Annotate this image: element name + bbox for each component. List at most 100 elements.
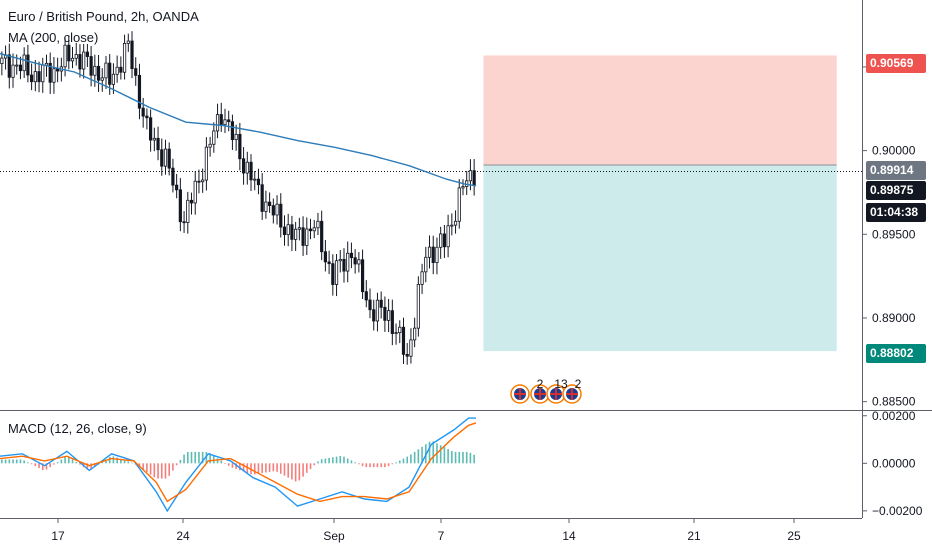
candle-body [457, 187, 461, 222]
take-profit-zone[interactable] [483, 165, 837, 352]
candle-body [93, 65, 97, 76]
candle-body [353, 257, 357, 265]
candle-body [70, 57, 75, 62]
macd-histogram-bar [454, 451, 457, 464]
candle-body [33, 71, 37, 83]
macd-histogram-bar [417, 449, 420, 464]
macd-histogram-bar [190, 451, 193, 464]
candle-body [316, 220, 320, 229]
macd-histogram-bar [67, 456, 70, 464]
candle-body [323, 251, 327, 263]
macd-histogram-bar [287, 463, 290, 478]
candle-body [238, 133, 242, 160]
candle-body [372, 309, 376, 322]
macd-histogram-bar [56, 462, 59, 464]
macd-histogram-bar [142, 463, 144, 470]
time-tick-label: 21 [687, 529, 701, 543]
candles [0, 31, 476, 365]
macd-histogram-bar [372, 463, 375, 468]
ma-legend[interactable]: MA (200, close) [8, 30, 99, 45]
macd-histogram-bar [175, 463, 178, 466]
macd-legend[interactable]: MACD (12, 26, close, 9) [8, 421, 147, 436]
macd-histogram-bar [101, 462, 104, 464]
time-axis[interactable]: 17 24 Sep 7 14 21 25 [51, 518, 801, 543]
macd-histogram-bar [38, 463, 40, 469]
macd-histogram-bar [458, 451, 461, 464]
time-tick-label: 7 [438, 529, 445, 543]
candle-body [312, 227, 316, 232]
candle-body [401, 326, 406, 355]
macd-histogram-bar [108, 456, 111, 464]
candle-body [115, 66, 119, 75]
candle-body [178, 189, 182, 223]
macd-histogram-bar [227, 463, 230, 466]
macd-histogram-bar [239, 463, 241, 471]
macd-histogram-bar [71, 459, 74, 464]
position-zones[interactable] [483, 55, 837, 352]
macd-histogram-bar [346, 458, 349, 464]
macd-histogram-bar [8, 459, 11, 464]
macd-histogram-bar [257, 463, 260, 474]
macd-histogram-bar [179, 459, 182, 464]
macd-histogram-bar [328, 457, 330, 464]
candle-body [368, 299, 372, 311]
candle-body [245, 161, 249, 174]
event-count: 2 [537, 377, 544, 391]
candle-body [249, 161, 253, 181]
candle-body [241, 158, 246, 174]
macd-axis[interactable]: 0.00200 0.00000 −0.00200 [862, 409, 923, 518]
candle-body [130, 40, 134, 70]
macd-histogram-bar [153, 463, 156, 478]
macd-histogram-bar [41, 463, 44, 470]
macd-histogram-bar [105, 459, 107, 464]
macd-histogram-bar [391, 463, 394, 465]
candle-body [364, 291, 368, 301]
macd-histogram-bar [168, 463, 171, 476]
candle-body [394, 332, 398, 335]
macd-histogram-bar [205, 451, 208, 464]
candle-body [342, 258, 346, 272]
last-price-tag: 0.89875 [866, 181, 926, 200]
candle-body [375, 299, 380, 322]
economic-events[interactable]: 2 13 2 [510, 377, 582, 404]
macd-histogram-bar [365, 463, 368, 468]
candle-body [379, 299, 383, 308]
macd-histogram-bar [272, 463, 275, 472]
macd-histogram-bar [473, 454, 475, 464]
macd-histogram-bar [291, 463, 293, 480]
macd-histogram-bar [421, 446, 423, 464]
macd-histogram-bar [157, 463, 159, 479]
candle-body [234, 133, 238, 140]
candle-body [472, 170, 476, 186]
stop-loss-zone[interactable] [483, 55, 837, 166]
macd-histogram-bar [19, 459, 22, 464]
macd-histogram-bar [198, 451, 200, 464]
candle-body [268, 201, 272, 206]
macd-histogram-bar [172, 463, 174, 471]
macd-histogram-bar [116, 457, 118, 464]
symbol-title[interactable]: Euro / British Pound, 2h, OANDA [8, 9, 199, 24]
candle-body [41, 64, 45, 83]
price-tick-label: 0.88500 [872, 395, 916, 409]
macd-histogram-bar [213, 455, 215, 464]
macd-histogram-bar [127, 461, 130, 464]
candle-body [15, 64, 19, 67]
macd-histogram-bar [45, 463, 48, 470]
candle-body [409, 339, 413, 357]
candle-body [320, 220, 324, 253]
candle-body [215, 114, 220, 132]
candle-body [175, 184, 179, 191]
event-count: 2 [575, 377, 582, 391]
time-tick-label: 14 [562, 529, 576, 543]
macd-histogram-bar [27, 462, 29, 464]
macd-histogram-bar [4, 459, 7, 464]
macd-histogram-bar [369, 463, 371, 468]
candle-body [219, 114, 223, 126]
macd-histogram-bar [79, 463, 81, 465]
macd-histogram-bar [268, 463, 271, 472]
candle-body [271, 205, 275, 216]
candle-body [126, 40, 130, 44]
candle-body [111, 73, 116, 85]
macd-histogram-bar [220, 460, 223, 464]
